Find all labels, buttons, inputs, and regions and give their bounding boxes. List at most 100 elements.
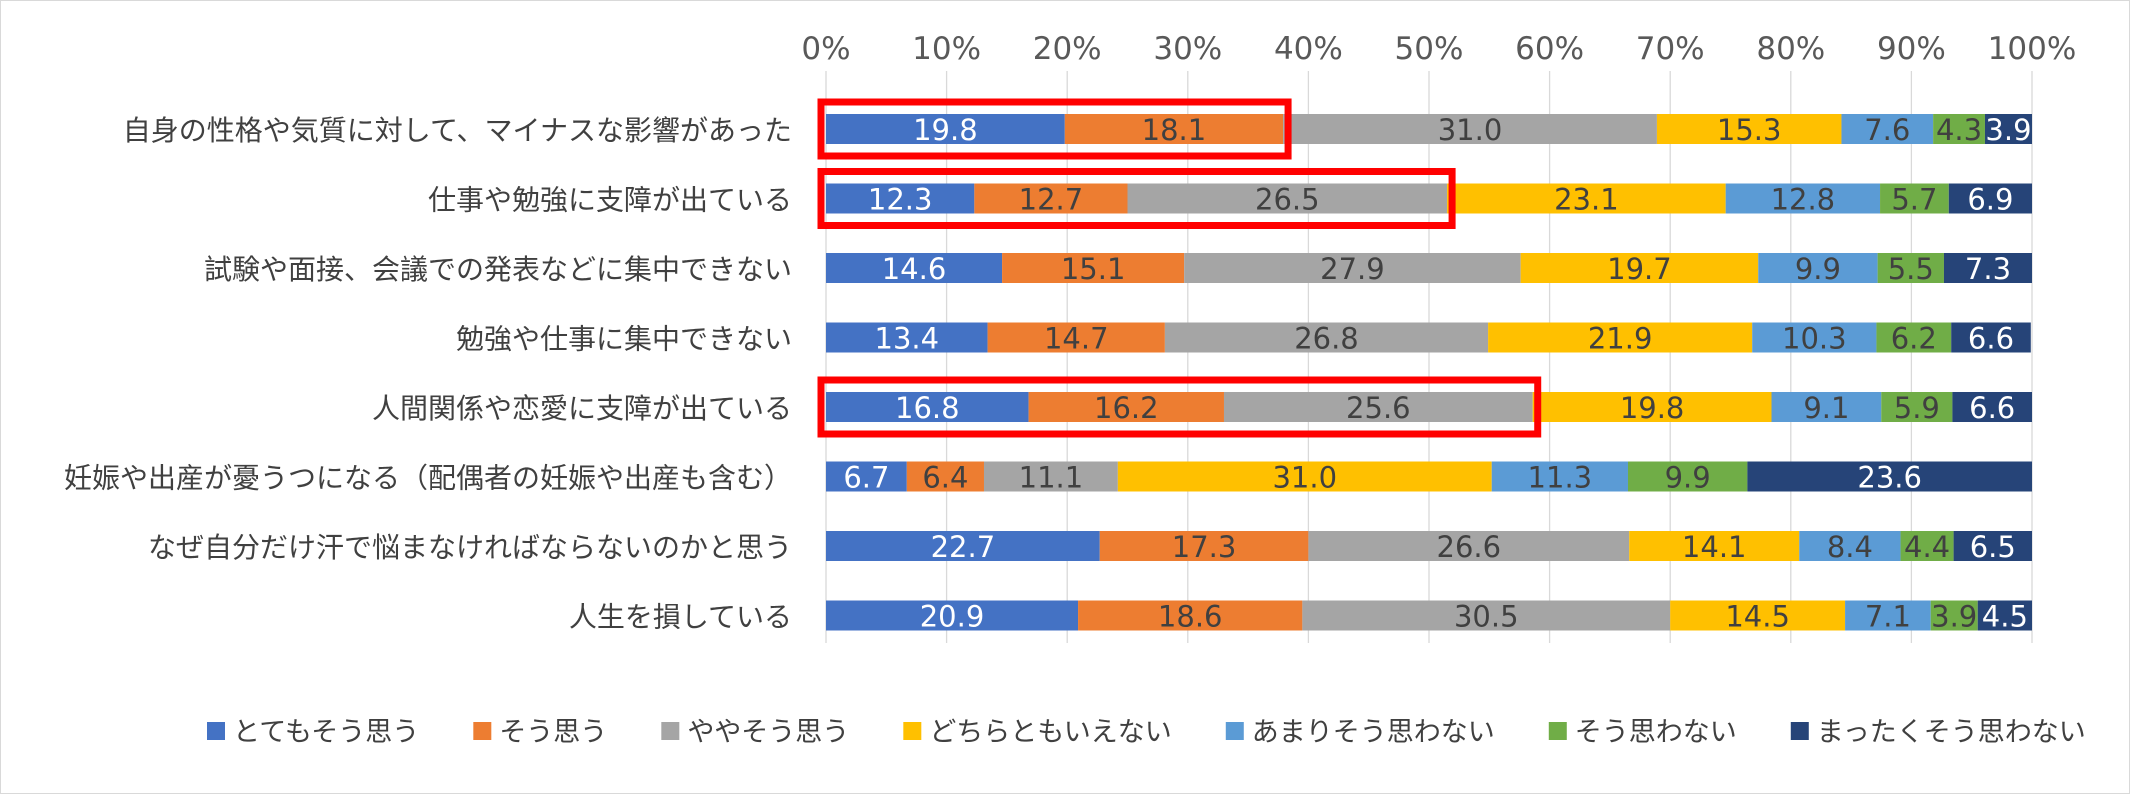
data-label: 14.5 xyxy=(1725,600,1790,634)
bar-segment xyxy=(1184,253,1521,283)
highlight-box xyxy=(817,168,1456,229)
bar-segment xyxy=(1953,531,2032,561)
data-label: 6.4 xyxy=(922,461,968,495)
bar-segment xyxy=(1752,322,1877,353)
bar-segment xyxy=(1881,392,1953,422)
bar-segment xyxy=(1984,114,2032,144)
bar-segment xyxy=(1977,600,2032,631)
data-label: 6.2 xyxy=(1891,322,1937,356)
bar-segment xyxy=(1880,183,1949,214)
bar-segment xyxy=(1952,392,2032,422)
legend-swatch xyxy=(1548,722,1567,740)
data-label: 11.3 xyxy=(1528,461,1593,495)
bar-segment xyxy=(1002,253,1185,283)
x-tick-label: 50% xyxy=(1395,31,1464,67)
bar-segment xyxy=(1876,322,1952,353)
bar-segment xyxy=(1447,183,1726,214)
bar-segment xyxy=(1064,114,1284,144)
data-label: 6.5 xyxy=(1970,530,2016,564)
data-label: 14.6 xyxy=(882,252,947,286)
bar-segment xyxy=(1164,322,1489,353)
data-label: 9.1 xyxy=(1803,391,1849,425)
data-label: 23.1 xyxy=(1554,183,1619,217)
data-label: 26.5 xyxy=(1255,183,1320,217)
x-tick-label: 0% xyxy=(801,31,850,67)
bar-segment xyxy=(1670,600,1846,631)
data-label: 31.0 xyxy=(1272,461,1337,495)
bar-segment xyxy=(826,392,1029,422)
legend-swatch xyxy=(1225,722,1244,740)
bar-segment xyxy=(987,322,1165,353)
data-label: 16.8 xyxy=(895,391,960,425)
bar-segment xyxy=(983,461,1118,492)
legend-label: あまりそう思わない xyxy=(1252,717,1495,748)
data-label: 4.3 xyxy=(1936,113,1982,147)
data-label: 31.0 xyxy=(1438,113,1503,147)
category-label: 自身の性格や気質に対して、マイナスな影響があった xyxy=(123,114,792,147)
category-label: 試験や面接、会議での発表などに集中できない xyxy=(204,253,792,286)
data-label: 15.1 xyxy=(1061,252,1126,286)
bar-segment xyxy=(1629,531,1800,561)
data-label: 18.1 xyxy=(1142,113,1207,147)
data-label: 27.9 xyxy=(1320,252,1385,286)
bar-segment xyxy=(1223,392,1533,422)
x-tick-label: 90% xyxy=(1877,31,1946,67)
data-label: 13.4 xyxy=(875,322,940,356)
category-label: 勉強や仕事に集中できない xyxy=(456,323,792,356)
data-label: 10.3 xyxy=(1782,322,1847,356)
legend-swatch xyxy=(207,722,225,740)
bar-segment xyxy=(1771,392,1882,422)
legend-label: そう思わない xyxy=(1575,717,1737,748)
bar-segment xyxy=(1127,183,1448,214)
bar-segment xyxy=(826,322,988,353)
data-label: 4.5 xyxy=(1982,600,2028,634)
data-label: 9.9 xyxy=(1795,252,1841,286)
category-label: 人生を損している xyxy=(569,601,792,634)
bar-segment xyxy=(1747,461,2032,492)
bar-segment xyxy=(1308,531,1630,561)
legend-label: そう思う xyxy=(499,717,607,748)
data-label: 14.1 xyxy=(1682,530,1747,564)
data-label: 30.5 xyxy=(1454,600,1519,634)
bar-segment xyxy=(1877,253,1944,283)
data-label: 15.3 xyxy=(1717,113,1782,147)
data-label: 7.1 xyxy=(1865,600,1911,634)
category-label: 妊娠や出産が憂うつになる（配偶者の妊娠や出産も含む） xyxy=(64,462,792,495)
bar-segment xyxy=(1099,531,1309,561)
data-label: 26.8 xyxy=(1294,322,1359,356)
bar-segment xyxy=(1951,322,2031,353)
data-label: 21.9 xyxy=(1588,322,1653,356)
data-label: 17.3 xyxy=(1172,530,1237,564)
bar-segment xyxy=(826,183,975,214)
data-label: 26.6 xyxy=(1437,530,1502,564)
legend-label: ややそう思う xyxy=(687,717,849,748)
data-label: 5.9 xyxy=(1894,391,1940,425)
data-label: 11.1 xyxy=(1019,461,1084,495)
bar-segment xyxy=(974,183,1128,214)
data-label: 8.4 xyxy=(1827,530,1873,564)
x-tick-label: 100% xyxy=(1988,31,2077,67)
legend-label: どちらともいえない xyxy=(929,717,1171,748)
data-label: 7.6 xyxy=(1864,113,1910,147)
data-label: 12.7 xyxy=(1019,183,1084,217)
data-label: 22.7 xyxy=(931,530,996,564)
bar-segment xyxy=(1117,461,1492,492)
bar-segment xyxy=(1488,322,1753,353)
category-label: 人間関係や恋愛に支障が出ている xyxy=(372,392,792,425)
bar-segment xyxy=(1933,114,1985,144)
x-tick-label: 40% xyxy=(1274,31,1343,67)
bar-segment xyxy=(1758,253,1878,283)
data-label: 14.7 xyxy=(1044,322,1109,356)
data-label: 19.7 xyxy=(1607,252,1672,286)
data-label: 6.7 xyxy=(843,461,889,495)
bar-segment xyxy=(1491,461,1628,492)
bar-segment xyxy=(1532,392,1772,422)
bar-segment xyxy=(1841,114,1934,144)
category-label: なぜ自分だけ汗で悩まなければならないのかと思う xyxy=(148,531,792,564)
data-label: 16.2 xyxy=(1094,391,1159,425)
bar-segment xyxy=(906,461,984,492)
legend-swatch xyxy=(473,722,492,740)
data-label: 20.9 xyxy=(920,600,985,634)
